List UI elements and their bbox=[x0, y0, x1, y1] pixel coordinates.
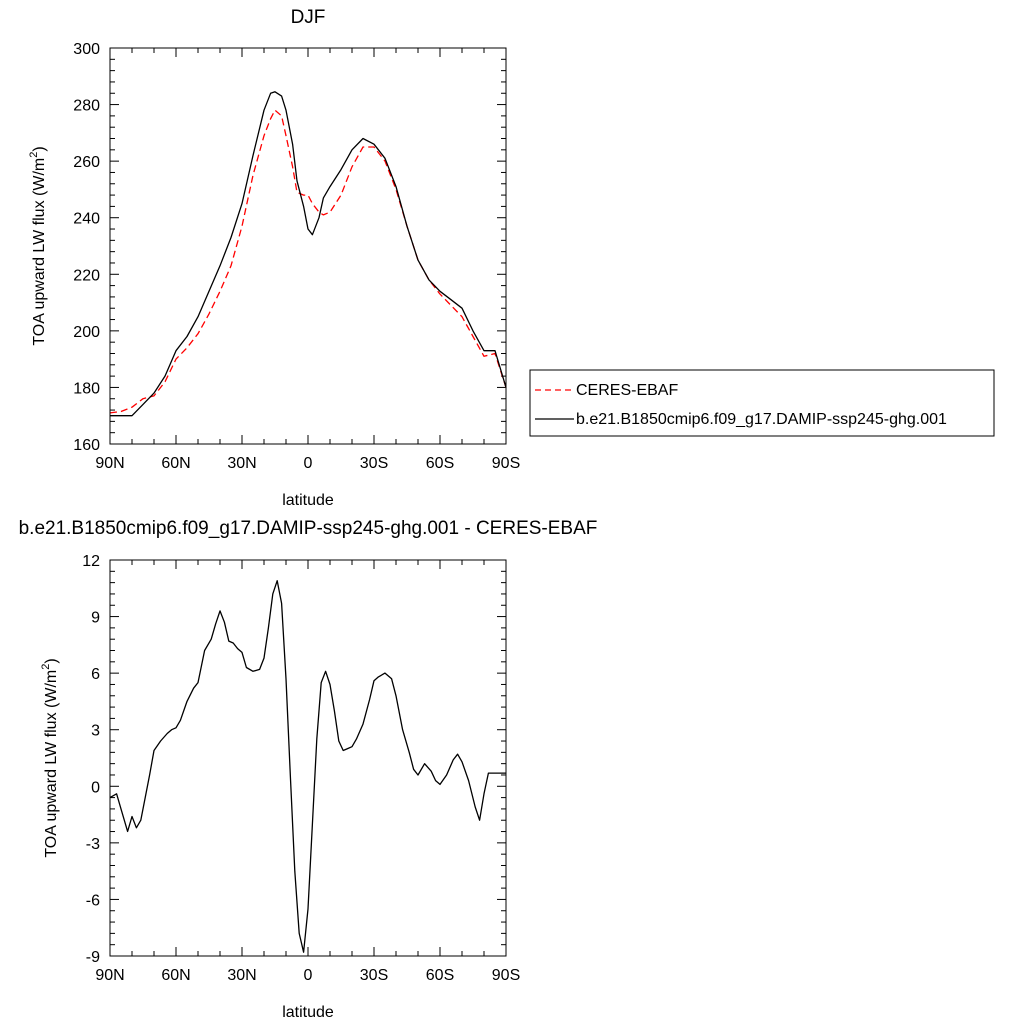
x-tick-label: 30S bbox=[360, 455, 388, 472]
top-plot-frame bbox=[109, 47, 507, 445]
y-tick-label: 260 bbox=[73, 154, 100, 171]
x-tick-label: 30S bbox=[360, 967, 388, 984]
x-tick-label: 90S bbox=[492, 967, 520, 984]
x-tick-label: 60S bbox=[426, 967, 454, 984]
legend-box bbox=[529, 369, 995, 437]
legend: CERES-EBAF b.e21.B1850cmip6.f09_g17.DAMI… bbox=[529, 369, 995, 437]
series-line-panel1-s0 bbox=[109, 580, 506, 953]
y-tick-label: 9 bbox=[91, 610, 100, 627]
series-line-ceres-ebaf bbox=[109, 109, 507, 414]
bottom-x-axis-label: latitude bbox=[282, 1004, 334, 1021]
y-tick-label: 220 bbox=[73, 267, 100, 284]
top-ticks: 90N 60N 30N 0 30S 60S 90S 160 180 200 220 240 260 280… bbox=[73, 41, 520, 472]
y-tick-label: -3 bbox=[86, 836, 100, 853]
bottom-y-label-superscript: 2 bbox=[40, 664, 52, 670]
bottom-plot-frame bbox=[109, 559, 507, 957]
legend-label-model: b.e21.B1850cmip6.f09_g17.DAMIP-ssp245-gh… bbox=[576, 411, 947, 428]
top-y-axis-label: TOA upward LW flux (W/m2) bbox=[28, 146, 48, 345]
y-tick-label: 0 bbox=[91, 779, 100, 796]
top-y-label-close: ) bbox=[31, 146, 48, 151]
x-tick-label: 90N bbox=[95, 967, 124, 984]
top-series bbox=[109, 91, 507, 417]
y-tick-label: 180 bbox=[73, 380, 100, 397]
x-tick-label: 60N bbox=[161, 455, 190, 472]
y-tick-label: 200 bbox=[73, 324, 100, 341]
top-y-label-main: TOA upward LW flux (W/m bbox=[31, 158, 48, 346]
bottom-panel: b.e21.B1850cmip6.f09_g17.DAMIP-ssp245-gh… bbox=[19, 518, 598, 1021]
bottom-ticks: 90N 60N 30N 0 30S 60S 90S -9 -6 -3 0 3 6 9 12 bbox=[82, 553, 520, 984]
bottom-y-label-close: ) bbox=[43, 658, 60, 663]
bottom-y-label-main: TOA upward LW flux (W/m bbox=[43, 670, 60, 858]
x-tick-label: 60S bbox=[426, 455, 454, 472]
y-tick-label: -9 bbox=[86, 949, 100, 966]
top-panel: DJF 90N 60N 30N 0 30S 60S 90S 160 180 200 220 240 26… bbox=[28, 7, 520, 509]
top-x-axis-label: latitude bbox=[282, 492, 334, 509]
series-line-b-e21-b1850cmip6-f09-g17-damip-ssp245-ghg-001 bbox=[110, 91, 507, 417]
y-tick-label: 300 bbox=[73, 41, 100, 58]
x-tick-label: 0 bbox=[304, 455, 313, 472]
y-tick-label: 240 bbox=[73, 211, 100, 228]
top-chart-title: DJF bbox=[291, 7, 326, 28]
x-tick-label: 30N bbox=[227, 967, 256, 984]
y-tick-label: 6 bbox=[91, 666, 100, 683]
x-tick-label: 0 bbox=[304, 967, 313, 984]
bottom-y-axis-label: TOA upward LW flux (W/m2) bbox=[40, 658, 60, 857]
bottom-chart-title: b.e21.B1850cmip6.f09_g17.DAMIP-ssp245-gh… bbox=[19, 518, 598, 539]
y-tick-label: 3 bbox=[91, 723, 100, 740]
x-tick-label: 90S bbox=[492, 455, 520, 472]
x-tick-label: 90N bbox=[95, 455, 124, 472]
y-tick-label: 12 bbox=[82, 553, 100, 570]
y-tick-label: 280 bbox=[73, 98, 100, 115]
x-tick-label: 30N bbox=[227, 455, 256, 472]
y-tick-label: 160 bbox=[73, 437, 100, 454]
bottom-series bbox=[109, 580, 506, 953]
top-y-label-superscript: 2 bbox=[28, 152, 40, 158]
legend-label-ceres: CERES-EBAF bbox=[576, 382, 678, 399]
x-tick-label: 60N bbox=[161, 967, 190, 984]
y-tick-label: -6 bbox=[86, 892, 100, 909]
